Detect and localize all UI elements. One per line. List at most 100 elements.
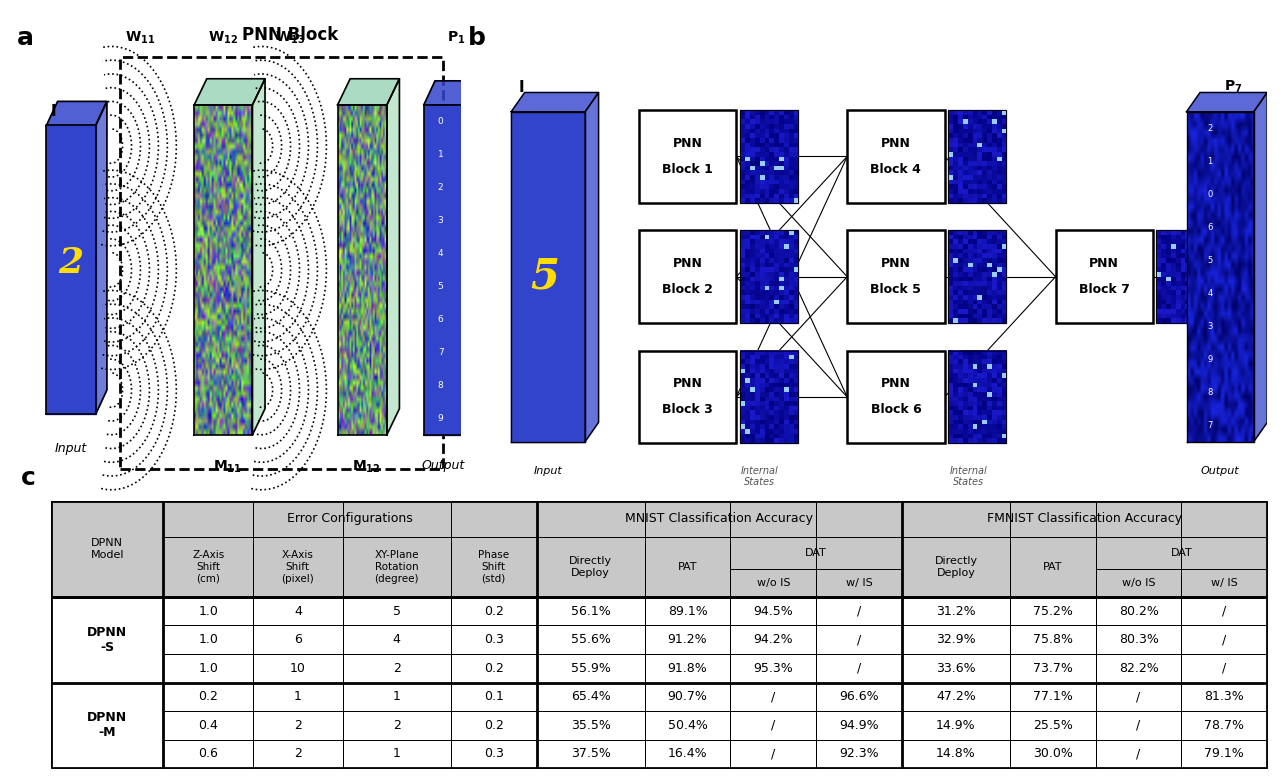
Text: 0.2: 0.2 [198, 691, 218, 703]
Text: DPNN
Model: DPNN Model [91, 538, 124, 559]
Bar [536, 711, 645, 740]
Text: 14.8%: 14.8% [936, 747, 975, 760]
FancyBboxPatch shape [639, 351, 736, 443]
Text: 0.6: 0.6 [198, 747, 218, 760]
Text: 0: 0 [438, 117, 443, 126]
Text: 30.0%: 30.0% [1033, 747, 1073, 760]
Bar [731, 711, 817, 740]
Text: 0.2: 0.2 [484, 605, 503, 618]
Bar [51, 501, 164, 597]
Text: 9: 9 [438, 414, 443, 423]
Bar [536, 501, 902, 537]
Text: 50.4%: 50.4% [668, 719, 708, 732]
Bar [451, 597, 536, 625]
Bar [817, 625, 902, 654]
Text: Error Configurations: Error Configurations [287, 512, 412, 525]
Bar [645, 740, 731, 768]
Bar [645, 597, 731, 625]
Polygon shape [338, 78, 399, 105]
Bar [1010, 654, 1096, 683]
Text: 4: 4 [1207, 289, 1212, 298]
Text: Block 2: Block 2 [662, 283, 713, 296]
Text: 4: 4 [393, 633, 401, 646]
FancyBboxPatch shape [639, 230, 736, 323]
Text: 5: 5 [438, 282, 443, 291]
Text: /: / [856, 633, 861, 646]
Polygon shape [948, 110, 1006, 203]
Polygon shape [1254, 92, 1267, 442]
Text: 94.9%: 94.9% [840, 719, 879, 732]
Bar [817, 654, 902, 683]
Bar [902, 654, 1010, 683]
Text: DPNN
-M: DPNN -M [87, 712, 127, 740]
Text: 2: 2 [393, 662, 401, 675]
Text: 94.5%: 94.5% [754, 605, 794, 618]
Text: 2: 2 [393, 719, 401, 732]
Bar [817, 683, 902, 711]
Bar [164, 654, 253, 683]
Text: 14.9%: 14.9% [936, 719, 975, 732]
Text: I: I [50, 104, 56, 119]
Bar [1096, 625, 1181, 654]
Text: Z-Axis
Shift
(cm): Z-Axis Shift (cm) [192, 550, 224, 584]
Bar [253, 597, 343, 625]
Text: 1: 1 [1207, 157, 1212, 166]
Bar [1096, 654, 1181, 683]
Text: 4: 4 [438, 249, 443, 258]
Text: 1.0: 1.0 [198, 605, 218, 618]
Text: FMNIST Classification Accuracy: FMNIST Classification Accuracy [987, 512, 1183, 525]
Bar [343, 625, 451, 654]
Bar [164, 625, 253, 654]
Bar [164, 501, 536, 537]
Text: PNN: PNN [1089, 257, 1119, 270]
Text: 1: 1 [393, 747, 401, 760]
Text: Block 3: Block 3 [662, 404, 713, 417]
Text: /: / [1222, 662, 1226, 675]
Polygon shape [948, 230, 1006, 323]
Bar [253, 711, 343, 740]
Text: 1: 1 [393, 691, 401, 703]
Polygon shape [46, 102, 108, 126]
Bar [1096, 683, 1181, 711]
Bar [902, 501, 1267, 537]
Bar [451, 654, 536, 683]
Text: 55.6%: 55.6% [571, 633, 611, 646]
Bar [731, 740, 817, 768]
Text: 6: 6 [294, 633, 302, 646]
Bar [1010, 740, 1096, 768]
Text: 0.2: 0.2 [484, 719, 503, 732]
Bar [645, 625, 731, 654]
Text: PNN: PNN [881, 137, 911, 150]
Text: I: I [518, 80, 524, 95]
Bar [451, 625, 536, 654]
Text: PNN: PNN [881, 257, 911, 270]
Bar [1010, 625, 1096, 654]
Bar [1181, 683, 1267, 711]
Bar [1096, 740, 1181, 768]
Polygon shape [740, 351, 799, 443]
Text: 7: 7 [438, 348, 443, 357]
Text: 56.1%: 56.1% [571, 605, 611, 618]
Text: Input: Input [55, 442, 87, 455]
Text: 4: 4 [294, 605, 302, 618]
Text: 1.0: 1.0 [198, 633, 218, 646]
Bar [645, 683, 731, 711]
Polygon shape [424, 81, 474, 105]
Bar [343, 537, 451, 597]
Text: 7: 7 [1207, 421, 1212, 430]
Text: 92.3%: 92.3% [840, 747, 879, 760]
Text: Internal
States: Internal States [741, 466, 778, 487]
Bar [164, 711, 253, 740]
Text: $\mathbf{W_{13}}$: $\mathbf{W_{13}}$ [275, 30, 306, 47]
Polygon shape [195, 78, 265, 105]
Text: 1: 1 [438, 150, 443, 159]
Text: /: / [1137, 747, 1140, 760]
Text: DAT: DAT [1171, 548, 1193, 558]
Text: 37.5%: 37.5% [571, 747, 611, 760]
Text: Block 1: Block 1 [662, 163, 713, 176]
Bar [51, 597, 164, 683]
Text: a: a [18, 26, 35, 50]
Bar [451, 711, 536, 740]
Text: /: / [771, 747, 776, 760]
Polygon shape [948, 351, 1006, 443]
